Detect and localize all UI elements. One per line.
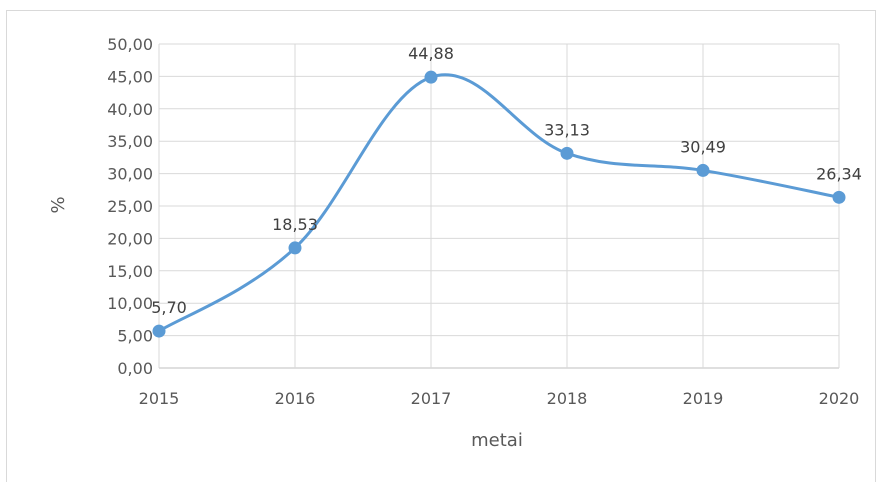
gridlines [158, 43, 840, 369]
x-tick-label: 2018 [547, 389, 588, 408]
y-tick-label: 45,00 [107, 67, 153, 86]
data-point [288, 241, 302, 255]
data-label: 5,70 [151, 298, 187, 317]
y-axis-title: % [48, 196, 69, 213]
y-tick-label: 15,00 [107, 262, 153, 281]
data-point [152, 324, 166, 338]
x-tick-label: 2017 [411, 389, 452, 408]
x-axis-title: metai [471, 430, 523, 451]
x-tick-label: 2015 [139, 389, 180, 408]
y-tick-label: 10,00 [107, 294, 153, 313]
chart-frame [6, 10, 876, 482]
data-label: 30,49 [680, 137, 726, 156]
data-point [560, 146, 574, 160]
y-tick-label: 40,00 [107, 100, 153, 119]
y-tick-label: 50,00 [107, 35, 153, 54]
y-tick-label: 0,00 [117, 359, 153, 378]
data-label: 44,88 [408, 44, 454, 63]
data-point [696, 163, 710, 177]
y-tick-label: 35,00 [107, 132, 153, 151]
data-point [424, 70, 438, 84]
x-tick-label: 2020 [819, 389, 860, 408]
data-label: 18,53 [272, 215, 318, 234]
data-labels: 5,70 18,53 44,88 33,13 30,49 26,34 [151, 44, 862, 317]
data-label: 33,13 [544, 120, 590, 139]
y-tick-label: 20,00 [107, 229, 153, 248]
y-axis-tick-labels: 0,00 5,00 10,00 15,00 20,00 25,00 30,00 35,00 40… [107, 35, 153, 378]
y-tick-label: 25,00 [107, 197, 153, 216]
y-tick-label: 5,00 [117, 327, 153, 346]
x-tick-label: 2019 [683, 389, 724, 408]
series-line-path [157, 73, 841, 333]
data-label: 26,34 [816, 164, 862, 183]
x-axis-tick-labels: 2015 2016 2017 2018 2019 2020 [139, 389, 860, 408]
series-line [157, 73, 841, 333]
data-point [832, 190, 846, 204]
y-tick-label: 30,00 [107, 165, 153, 184]
x-tick-label: 2016 [275, 389, 316, 408]
data-points [152, 70, 846, 338]
